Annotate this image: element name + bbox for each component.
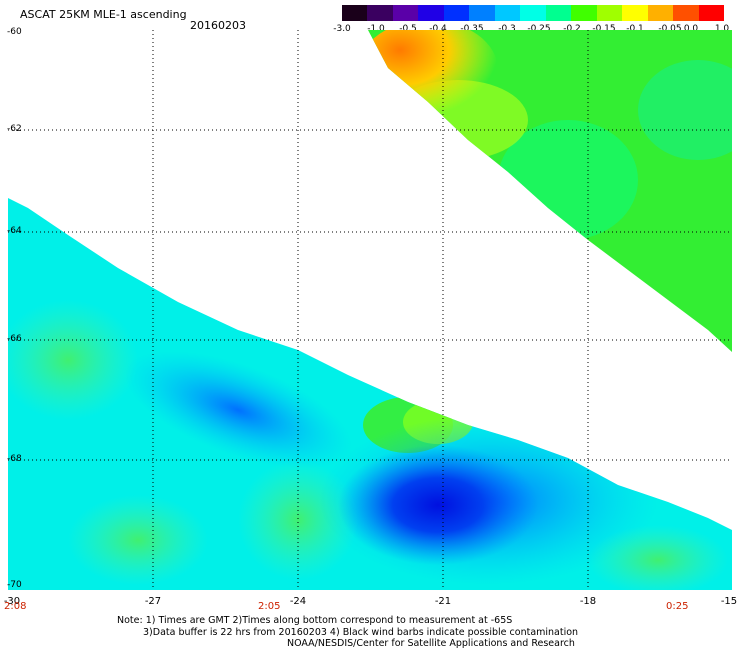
lon-label: -24 — [289, 596, 307, 607]
colorbar-tick: -0.3 — [498, 24, 516, 34]
colorbar-tick: -0.4 — [429, 24, 447, 34]
footer-notes: Note: 1) Times are GMT 2)Times along bot… — [117, 615, 578, 650]
colorbar-tick: -0.25 — [527, 24, 551, 34]
lon-label: -15 — [720, 596, 738, 607]
colorbar-tick: -3.0 — [333, 24, 351, 34]
colorbar-segment — [698, 5, 725, 21]
colorbar-segment — [469, 5, 495, 21]
lat-lon-grid — [8, 30, 732, 590]
note-line-1: Note: 1) Times are GMT 2)Times along bot… — [117, 615, 513, 626]
colorbar-segment — [443, 5, 470, 21]
colorbar — [342, 5, 725, 21]
colorbar-segment — [494, 5, 521, 21]
colorbar-tick: 0.0 — [683, 24, 699, 34]
lon-label: -18 — [579, 596, 597, 607]
colorbar-tick: -0.05 — [658, 24, 682, 34]
time-label: 0:25 — [666, 601, 689, 612]
colorbar-segment — [673, 5, 699, 21]
time-label: 2:08 — [4, 601, 27, 612]
lon-label: -30 — [3, 596, 21, 607]
note-line-3: NOAA/NESDIS/Center for Satellite Applica… — [287, 638, 575, 649]
colorbar-tick: -1.0 — [367, 24, 385, 34]
colorbar-segment — [647, 5, 674, 21]
lat-label: -64 — [7, 226, 22, 236]
colorbar-segment — [622, 5, 648, 21]
swath-image — [8, 30, 732, 590]
colorbar-tick: -0.1 — [626, 24, 644, 34]
colorbar-tick: 1.0 — [714, 24, 730, 34]
note-line-2: 3)Data buffer is 22 hrs from 20160203 4)… — [143, 626, 579, 638]
time-label: 2:05 — [258, 601, 281, 612]
colorbar-segment — [418, 5, 444, 21]
colorbar-tick: -0.35 — [460, 24, 484, 34]
colorbar-tick: -0.15 — [592, 24, 616, 34]
colorbar-tick: -0.2 — [563, 24, 581, 34]
lat-label: -68 — [7, 454, 22, 464]
lon-label: -21 — [434, 596, 452, 607]
lat-label: -60 — [7, 27, 22, 37]
map-panel[interactable] — [8, 30, 732, 590]
colorbar-segment — [545, 5, 572, 21]
colorbar-segment — [520, 5, 546, 21]
lat-label: -66 — [7, 334, 22, 344]
lon-label: -27 — [144, 596, 162, 607]
colorbar-segment — [392, 5, 419, 21]
colorbar-segment — [596, 5, 623, 21]
product-title: ASCAT 25KM MLE-1 ascending — [20, 8, 187, 21]
lat-label: -70 — [7, 580, 22, 590]
colorbar-ticks: -3.0 -1.0 -0.5 -0.4 -0.35 -0.3 -0.25 -0.… — [332, 24, 734, 38]
colorbar-segment — [367, 5, 393, 21]
upper-swath — [368, 30, 732, 352]
colorbar-segment — [342, 5, 368, 21]
product-date: 20160203 — [190, 19, 246, 32]
colorbar-tick: -0.5 — [399, 24, 417, 34]
lat-label: -62 — [7, 124, 22, 134]
colorbar-segment — [571, 5, 597, 21]
